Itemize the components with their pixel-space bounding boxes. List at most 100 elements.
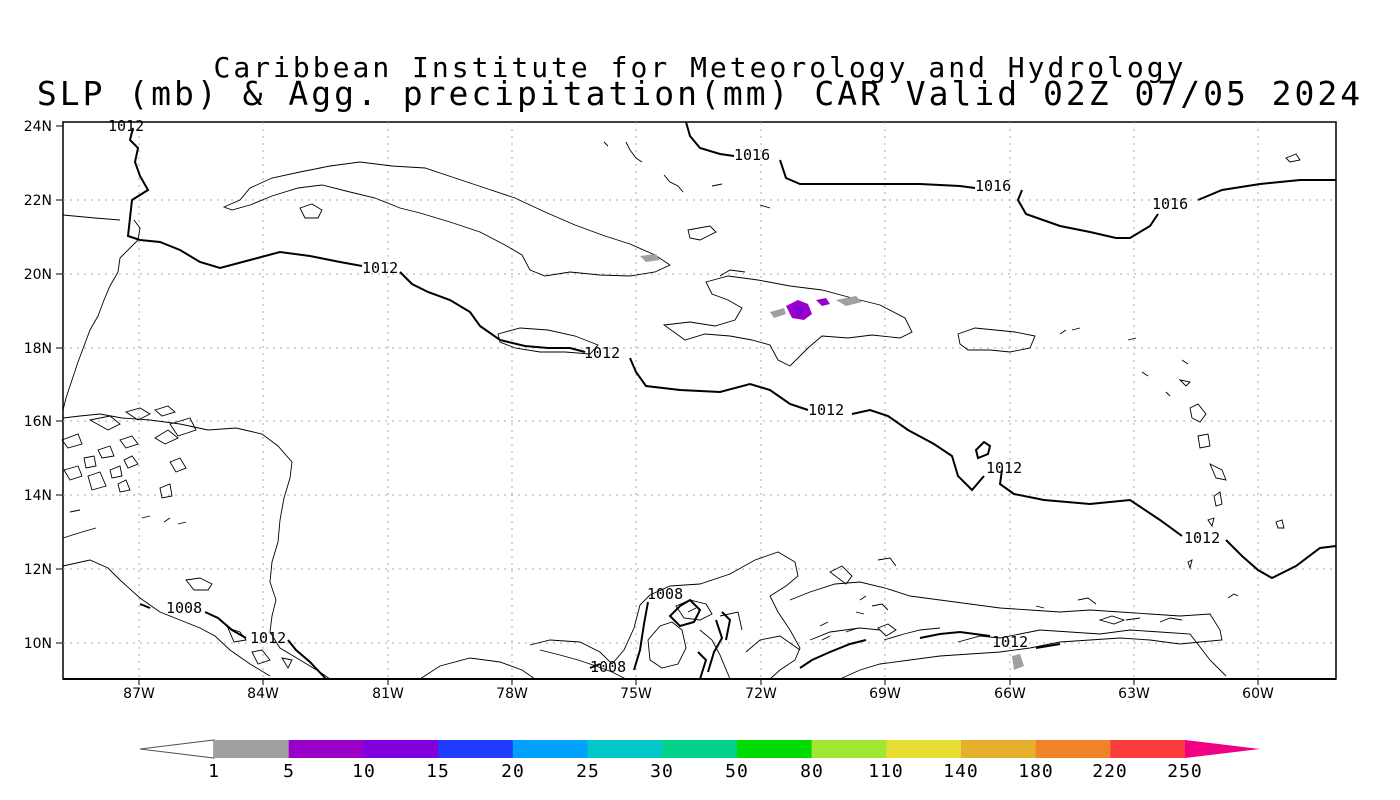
lon-label: 81W — [372, 686, 404, 702]
coastlines — [61, 141, 1301, 680]
lon-label: 72W — [745, 686, 777, 702]
colorbar-cell — [736, 740, 813, 758]
latitude-labels: 24N 22N 20N 18N 16N 14N 12N 10N — [24, 119, 52, 652]
puerto-rico-coastline — [957, 327, 1036, 353]
colorbar-label: 250 — [1167, 761, 1203, 782]
colorbar-cells — [214, 740, 1186, 758]
title-product: SLP (mb) & Agg. precipitation(mm) CAR Va… — [36, 74, 1364, 113]
colorbar-label: 110 — [868, 761, 904, 782]
lon-label: 66W — [994, 686, 1026, 702]
colorbar-cell — [1110, 740, 1186, 758]
colorbar-right-arrow — [1185, 740, 1260, 758]
abc-islands — [819, 595, 897, 641]
map-frame — [62, 121, 1337, 680]
central-america-coastline — [62, 214, 331, 680]
colorbar-labels: 1 5 10 15 20 25 30 50 80 110 140 180 220… — [208, 761, 1203, 782]
colorbar-label: 1 — [208, 761, 220, 782]
colorbar-cell — [512, 740, 588, 758]
isobar-label: 1012 — [108, 117, 144, 135]
isobar-label: 1016 — [734, 146, 770, 164]
isobar-1008-west — [139, 603, 327, 680]
isobar-label: 1008 — [166, 599, 202, 617]
colorbar-cell — [886, 740, 962, 758]
colorbar: 1 5 10 15 20 25 30 50 80 110 140 180 220… — [139, 739, 1260, 782]
isobar-label: 1016 — [975, 177, 1011, 195]
longitude-labels: 87W 84W 81W 78W 75W 72W 69W 66W 63W 60W — [123, 686, 1274, 702]
colorbar-cell — [288, 740, 364, 758]
isobar-1016-north — [685, 121, 1336, 239]
isobar-label: 1012 — [986, 459, 1022, 477]
lat-label: 22N — [24, 193, 52, 209]
colorbar-left-arrow — [139, 739, 215, 759]
title-institute: Caribbean Institute for Meteorology and … — [213, 51, 1187, 84]
turks-islands — [1285, 153, 1301, 163]
isobar-1008-south — [589, 598, 732, 680]
colorbar-cell — [961, 740, 1037, 758]
lat-label: 24N — [24, 119, 52, 135]
precipitation-areas — [640, 254, 1024, 670]
lon-label: 63W — [1118, 686, 1150, 702]
isobar-label: 1016 — [1152, 195, 1188, 213]
isobar-labels: 1012 1016 1016 1016 1012 1012 1012 1012 … — [108, 117, 1220, 676]
lon-label: 60W — [1242, 686, 1274, 702]
hispaniola-coastline — [662, 275, 913, 367]
lat-label: 20N — [24, 267, 52, 283]
lon-label: 75W — [620, 686, 652, 702]
bay-islands — [61, 405, 197, 525]
gridlines — [63, 122, 1336, 679]
isobar-label: 1012 — [992, 633, 1028, 651]
south-america-coastline — [419, 551, 1223, 680]
lesser-antilles — [1059, 327, 1285, 599]
isobar-1012-west — [126, 127, 363, 270]
isobar-1012-closed — [974, 440, 992, 460]
small-islands-west — [185, 577, 293, 669]
isobar-label: 1012 — [1184, 529, 1220, 547]
lon-label: 78W — [496, 686, 528, 702]
cuba-coastline — [222, 161, 671, 277]
lake-maracaibo — [647, 621, 687, 669]
colorbar-label: 5 — [283, 761, 295, 782]
colorbar-cell — [662, 740, 738, 758]
central-america-inland — [62, 527, 271, 677]
colorbar-label: 15 — [426, 761, 450, 782]
colorbar-label: 180 — [1018, 761, 1054, 782]
lat-label: 16N — [24, 414, 52, 430]
bahamas-islands — [603, 141, 771, 277]
precip-15mm — [792, 304, 806, 316]
isobar-label: 1012 — [584, 344, 620, 362]
isobar-label: 1012 — [250, 629, 286, 647]
jamaica-coastline — [497, 327, 599, 355]
lat-label: 10N — [24, 636, 52, 652]
colorbar-label: 220 — [1092, 761, 1128, 782]
colorbar-label: 80 — [800, 761, 824, 782]
precip-1mm-south — [1012, 654, 1024, 670]
colorbar-cell — [363, 740, 439, 758]
colorbar-label: 10 — [352, 761, 376, 782]
lon-label: 87W — [123, 686, 155, 702]
colorbar-label: 30 — [650, 761, 674, 782]
isobar-1012-south — [799, 630, 1061, 669]
lat-label: 18N — [24, 341, 52, 357]
island-juventud — [299, 203, 323, 219]
isobar-label: 1008 — [590, 658, 626, 676]
lat-label: 12N — [24, 562, 52, 578]
lat-label: 14N — [24, 488, 52, 504]
lon-label: 84W — [247, 686, 279, 702]
isobar-label: 1012 — [362, 259, 398, 277]
isobars — [63, 121, 1337, 680]
colorbar-cell — [587, 740, 663, 758]
lon-label: 69W — [869, 686, 901, 702]
colorbar-label: 25 — [576, 761, 600, 782]
colorbar-label: 50 — [725, 761, 749, 782]
colorbar-cell — [1035, 740, 1111, 758]
colorbar-cell — [811, 740, 887, 758]
colorbar-cell — [438, 740, 514, 758]
colorbar-cell — [214, 740, 290, 758]
precip-5mm-east — [816, 298, 830, 306]
isobar-label: 1008 — [647, 585, 683, 603]
colorbar-label: 140 — [943, 761, 979, 782]
isobar-1012-central — [399, 271, 1337, 580]
isobar-label: 1012 — [808, 401, 844, 419]
colorbar-label: 20 — [501, 761, 525, 782]
